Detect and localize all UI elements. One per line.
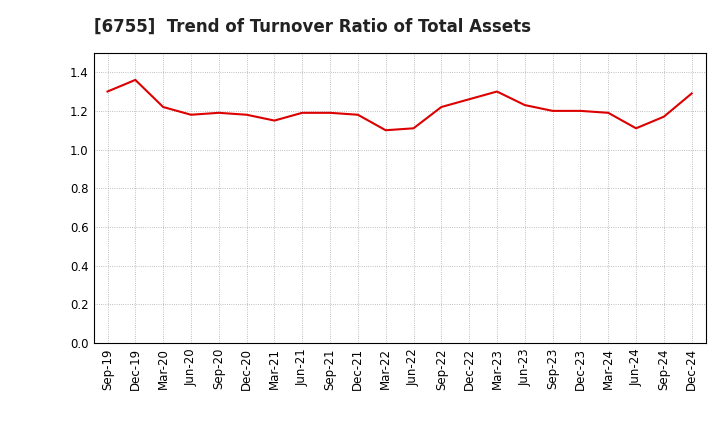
Text: [6755]  Trend of Turnover Ratio of Total Assets: [6755] Trend of Turnover Ratio of Total …	[94, 18, 531, 36]
